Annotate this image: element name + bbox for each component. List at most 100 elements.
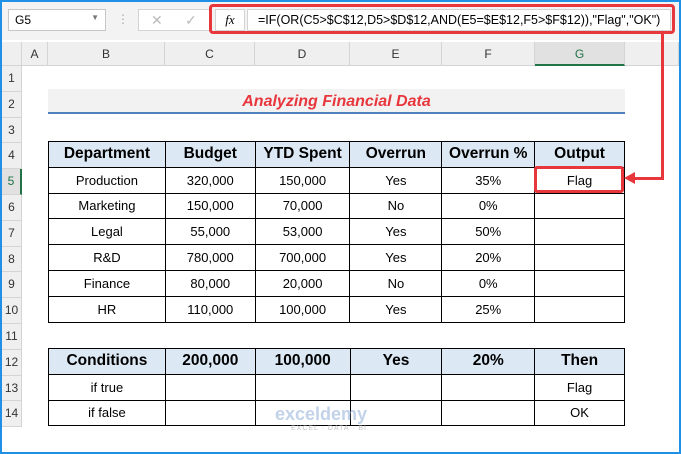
cancel-icon[interactable]: ✕ — [151, 12, 163, 28]
table-row: Legal 55,000 53,000 Yes 50% — [48, 218, 625, 246]
column-header-cell[interactable]: Conditions — [48, 348, 166, 375]
enter-icon[interactable]: ✓ — [185, 12, 197, 28]
table-cell[interactable]: Yes — [349, 166, 443, 194]
table-cell[interactable]: 320,000 — [164, 166, 256, 194]
name-box[interactable]: G5 ▼ — [8, 9, 106, 31]
table-cell[interactable]: 780,000 — [164, 244, 256, 271]
row-header-3[interactable]: 3 — [2, 117, 22, 144]
row-header-8[interactable]: 8 — [2, 246, 22, 273]
table-cell[interactable]: 150,000 — [254, 166, 351, 194]
table-cell[interactable]: 50% — [441, 218, 536, 246]
table-cell[interactable]: 100,000 — [254, 295, 351, 323]
table-cell[interactable] — [254, 399, 351, 427]
table-cell[interactable]: if true — [48, 373, 166, 401]
arrow-line — [661, 34, 664, 180]
table-cell[interactable]: 25% — [441, 295, 536, 323]
table-cell[interactable]: OK — [534, 399, 625, 427]
row-header-4[interactable]: 4 — [2, 143, 22, 170]
table-cell[interactable]: No — [349, 269, 443, 297]
column-header-d[interactable]: D — [255, 42, 350, 66]
column-header-cell[interactable]: Then — [534, 348, 625, 375]
table-cell[interactable]: 700,000 — [254, 244, 351, 271]
table-cell[interactable]: Flag — [534, 373, 625, 401]
row-header-1[interactable]: 1 — [2, 66, 22, 92]
column-header-cell[interactable]: 100,000 — [254, 348, 351, 375]
table-cell[interactable]: Yes — [349, 218, 443, 246]
watermark-logo: exceldemy EXCEL · DATA · BI — [275, 404, 368, 432]
table-cell[interactable]: Finance — [48, 269, 166, 297]
row-header-12[interactable]: 12 — [2, 349, 22, 376]
row-header-5[interactable]: 5 — [2, 169, 22, 195]
table-cell[interactable]: 150,000 — [164, 192, 256, 220]
table-cell[interactable] — [534, 244, 625, 271]
table-cell[interactable] — [534, 192, 625, 220]
chevron-down-icon[interactable]: ▼ — [91, 13, 99, 22]
column-header-f[interactable]: F — [442, 42, 535, 66]
table-cell[interactable]: HR — [48, 295, 166, 323]
column-header-e[interactable]: E — [350, 42, 442, 66]
table-cell[interactable] — [441, 399, 536, 427]
table-cell[interactable] — [534, 295, 625, 323]
column-header-cell[interactable]: Department — [48, 141, 166, 168]
table-cell[interactable]: Production — [48, 166, 166, 194]
column-header-blank[interactable] — [625, 42, 679, 66]
drag-handle-icon[interactable]: ⋮ — [117, 12, 129, 26]
column-header-cell[interactable]: YTD Spent — [254, 141, 351, 168]
table-cell[interactable]: Yes — [349, 244, 443, 271]
column-header-cell[interactable]: Budget — [164, 141, 256, 168]
row-header-9[interactable]: 9 — [2, 272, 22, 299]
row-header-10[interactable]: 10 — [2, 298, 22, 324]
sheet-title: Analyzing Financial Data — [48, 89, 625, 114]
table-cell[interactable]: 35% — [441, 166, 536, 194]
row-header-7[interactable]: 7 — [2, 220, 22, 247]
table-cell[interactable]: Yes — [349, 295, 443, 323]
arrow-line — [628, 177, 664, 180]
column-header-cell[interactable]: 20% — [441, 348, 536, 375]
table-cell[interactable] — [441, 373, 536, 401]
row-header-14[interactable]: 14 — [2, 401, 22, 428]
table-cell[interactable]: Marketing — [48, 192, 166, 220]
table-row: if false OK — [48, 399, 625, 427]
table-cell[interactable]: 0% — [441, 192, 536, 220]
row-header-6[interactable]: 6 — [2, 195, 22, 221]
select-all-corner[interactable] — [2, 42, 22, 66]
table-cell[interactable]: if false — [48, 399, 166, 427]
conditions-table: Conditions 200,000 100,000 Yes 20% Then if tru… — [48, 348, 625, 427]
column-header-cell[interactable]: Overrun % — [441, 141, 536, 168]
selected-cell-g5[interactable] — [534, 166, 624, 193]
row-header-11[interactable]: 11 — [2, 324, 22, 350]
table-cell[interactable]: 55,000 — [164, 218, 256, 246]
insert-function-icon[interactable]: fx — [215, 9, 245, 31]
table-cell[interactable] — [534, 269, 625, 297]
column-header-g[interactable]: G — [535, 42, 625, 66]
table-cell[interactable] — [349, 373, 443, 401]
row-header-2[interactable]: 2 — [2, 91, 22, 118]
table-cell[interactable]: R&D — [48, 244, 166, 271]
table-cell[interactable]: No — [349, 192, 443, 220]
table-cell[interactable] — [164, 373, 256, 401]
table-cell[interactable]: Legal — [48, 218, 166, 246]
table-cell[interactable] — [254, 373, 351, 401]
table-cell[interactable]: 53,000 — [254, 218, 351, 246]
column-header-b[interactable]: B — [48, 42, 165, 66]
column-header-c[interactable]: C — [165, 42, 255, 66]
column-header-cell[interactable]: Output — [534, 141, 625, 168]
column-header-a[interactable]: A — [22, 42, 48, 66]
table-cell[interactable]: 20,000 — [254, 269, 351, 297]
table-cell[interactable]: 0% — [441, 269, 536, 297]
table-row: Finance 80,000 20,000 No 0% — [48, 269, 625, 297]
formula-input[interactable]: =IF(OR(C5>$C$12,D5>$D$12,AND(E5=$E$12,F5… — [247, 9, 671, 31]
table-cell[interactable]: Flag — [534, 166, 625, 194]
table-cell[interactable]: 110,000 — [164, 295, 256, 323]
table-cell[interactable] — [164, 399, 256, 427]
table-cell[interactable]: 70,000 — [254, 192, 351, 220]
column-header-cell[interactable]: Yes — [349, 348, 443, 375]
row-header-13[interactable]: 13 — [2, 375, 22, 402]
table-cell[interactable]: 20% — [441, 244, 536, 271]
column-header-cell[interactable]: Overrun — [349, 141, 443, 168]
column-header-cell[interactable]: 200,000 — [164, 348, 256, 375]
table-cell[interactable] — [534, 218, 625, 246]
table-cell[interactable]: 80,000 — [164, 269, 256, 297]
table-cell[interactable] — [349, 399, 443, 427]
table-row: R&D 780,000 700,000 Yes 20% — [48, 244, 625, 271]
